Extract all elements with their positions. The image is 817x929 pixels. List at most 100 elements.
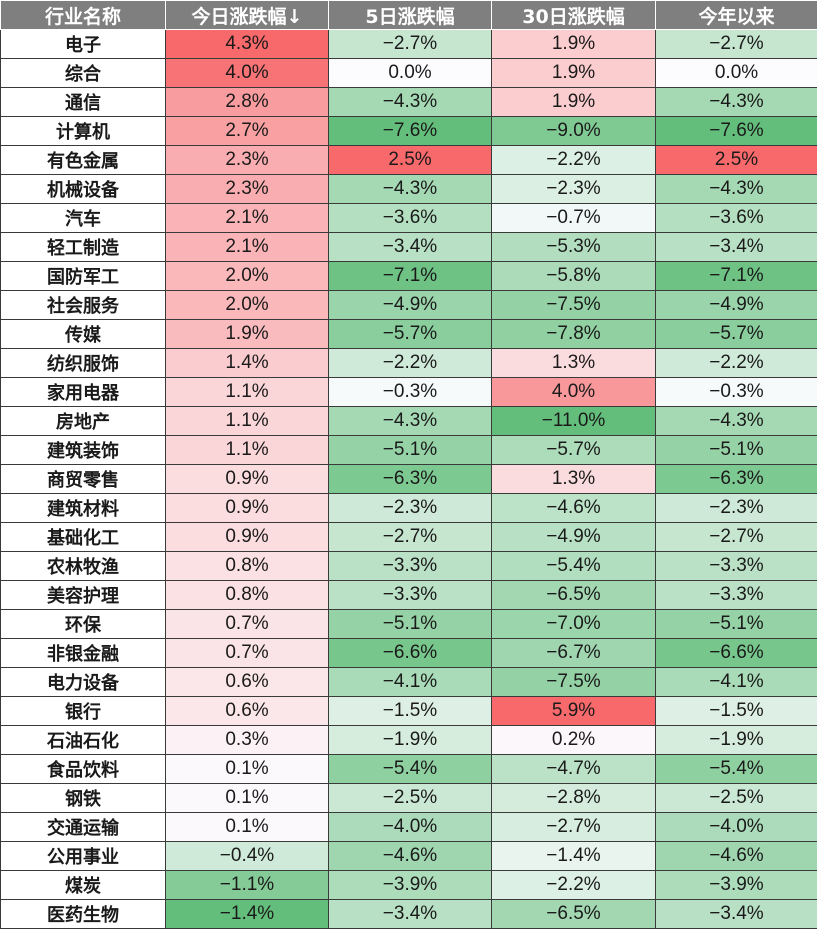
table-row[interactable]: 钢铁 0.1% −2.5% −2.8% −2.5% — [0, 783, 817, 813]
table-row[interactable]: 有色金属 2.3% 2.5% −2.2% 2.5% — [0, 145, 817, 175]
ytd-change-cell: −5.4% — [655, 754, 817, 784]
30d-change-cell: −7.5% — [491, 290, 656, 320]
5d-change-cell: −0.3% — [328, 377, 492, 407]
30d-change-cell: 4.0% — [491, 377, 656, 407]
5d-change-cell: −4.3% — [328, 174, 492, 204]
industry-name-cell: 石油石化 — [0, 725, 166, 755]
ytd-change-cell: −3.4% — [655, 899, 817, 929]
today-change-cell: 2.7% — [165, 116, 329, 146]
table-row[interactable]: 医药生物 −1.4% −3.4% −6.5% −3.4% — [0, 899, 817, 929]
5d-change-cell: −4.0% — [328, 812, 492, 842]
table-row[interactable]: 纺织服饰 1.4% −2.2% 1.3% −2.2% — [0, 348, 817, 378]
5d-change-cell: 2.5% — [328, 145, 492, 175]
30d-change-cell: −7.5% — [491, 667, 656, 697]
table-row[interactable]: 银行 0.6% −1.5% 5.9% −1.5% — [0, 696, 817, 726]
30d-change-cell: −1.4% — [491, 841, 656, 871]
industry-name-cell: 通信 — [0, 87, 166, 117]
table-row[interactable]: 美容护理 0.8% −3.3% −6.5% −3.3% — [0, 580, 817, 610]
today-change-cell: 2.0% — [165, 290, 329, 320]
industry-name-cell: 基础化工 — [0, 522, 166, 552]
today-change-cell: 0.9% — [165, 464, 329, 494]
today-change-cell: 0.7% — [165, 638, 329, 668]
header-5d-change[interactable]: 5日涨跌幅 — [328, 0, 492, 30]
table-row[interactable]: 计算机 2.7% −7.6% −9.0% −7.6% — [0, 116, 817, 146]
table-row[interactable]: 石油石化 0.3% −1.9% 0.2% −1.9% — [0, 725, 817, 755]
industry-name-cell: 医药生物 — [0, 899, 166, 929]
5d-change-cell: −5.7% — [328, 319, 492, 349]
5d-change-cell: −5.1% — [328, 609, 492, 639]
table-row[interactable]: 国防军工 2.0% −7.1% −5.8% −7.1% — [0, 261, 817, 291]
table-row[interactable]: 家用电器 1.1% −0.3% 4.0% −0.3% — [0, 377, 817, 407]
today-change-cell: 2.1% — [165, 203, 329, 233]
table-row[interactable]: 社会服务 2.0% −4.9% −7.5% −4.9% — [0, 290, 817, 320]
table-row[interactable]: 煤炭 −1.1% −3.9% −2.2% −3.9% — [0, 870, 817, 900]
30d-change-cell: −2.7% — [491, 812, 656, 842]
table-row[interactable]: 传媒 1.9% −5.7% −7.8% −5.7% — [0, 319, 817, 349]
table-row[interactable]: 农林牧渔 0.8% −3.3% −5.4% −3.3% — [0, 551, 817, 581]
ytd-change-cell: −5.1% — [655, 435, 817, 465]
30d-change-cell: −4.6% — [491, 493, 656, 523]
30d-change-cell: −11.0% — [491, 406, 656, 436]
industry-name-cell: 机械设备 — [0, 174, 166, 204]
table-row[interactable]: 基础化工 0.9% −2.7% −4.9% −2.7% — [0, 522, 817, 552]
today-change-cell: 2.1% — [165, 232, 329, 262]
industry-name-cell: 煤炭 — [0, 870, 166, 900]
industry-name-cell: 轻工制造 — [0, 232, 166, 262]
today-change-cell: 0.8% — [165, 580, 329, 610]
industry-name-cell: 农林牧渔 — [0, 551, 166, 581]
header-ytd-change[interactable]: 今年以来 — [655, 0, 817, 30]
industry-name-cell: 计算机 — [0, 116, 166, 146]
ytd-change-cell: −2.5% — [655, 783, 817, 813]
today-change-cell: 0.8% — [165, 551, 329, 581]
30d-change-cell: −2.2% — [491, 870, 656, 900]
30d-change-cell: −4.9% — [491, 522, 656, 552]
table-row[interactable]: 建筑装饰 1.1% −5.1% −5.7% −5.1% — [0, 435, 817, 465]
today-change-cell: 0.9% — [165, 522, 329, 552]
table-body: 电子 4.3% −2.7% 1.9% −2.7% 综合 4.0% 0.0% 1.9% 0.0% 通信… — [0, 29, 817, 929]
30d-change-cell: −5.3% — [491, 232, 656, 262]
30d-change-cell: −6.5% — [491, 899, 656, 929]
ytd-change-cell: 2.5% — [655, 145, 817, 175]
today-change-cell: −1.4% — [165, 899, 329, 929]
table-row[interactable]: 房地产 1.1% −4.3% −11.0% −4.3% — [0, 406, 817, 436]
industry-name-cell: 传媒 — [0, 319, 166, 349]
table-row[interactable]: 环保 0.7% −5.1% −7.0% −5.1% — [0, 609, 817, 639]
ytd-change-cell: −6.3% — [655, 464, 817, 494]
table-row[interactable]: 通信 2.8% −4.3% 1.9% −4.3% — [0, 87, 817, 117]
today-change-cell: 1.9% — [165, 319, 329, 349]
industry-name-cell: 建筑装饰 — [0, 435, 166, 465]
30d-change-cell: 1.3% — [491, 348, 656, 378]
today-change-cell: 4.0% — [165, 58, 329, 88]
30d-change-cell: −2.3% — [491, 174, 656, 204]
industry-name-cell: 家用电器 — [0, 377, 166, 407]
ytd-change-cell: −4.3% — [655, 87, 817, 117]
5d-change-cell: −2.7% — [328, 29, 492, 59]
table-row[interactable]: 食品饮料 0.1% −5.4% −4.7% −5.4% — [0, 754, 817, 784]
table-row[interactable]: 交通运输 0.1% −4.0% −2.7% −4.0% — [0, 812, 817, 842]
table-row[interactable]: 机械设备 2.3% −4.3% −2.3% −4.3% — [0, 174, 817, 204]
5d-change-cell: −3.3% — [328, 551, 492, 581]
industry-name-cell: 食品饮料 — [0, 754, 166, 784]
5d-change-cell: −3.4% — [328, 232, 492, 262]
30d-change-cell: −5.7% — [491, 435, 656, 465]
table-row[interactable]: 电子 4.3% −2.7% 1.9% −2.7% — [0, 29, 817, 59]
industry-name-cell: 钢铁 — [0, 783, 166, 813]
today-change-cell: 4.3% — [165, 29, 329, 59]
table-row[interactable]: 综合 4.0% 0.0% 1.9% 0.0% — [0, 58, 817, 88]
header-30d-change[interactable]: 30日涨跌幅 — [491, 0, 656, 30]
table-row[interactable]: 轻工制造 2.1% −3.4% −5.3% −3.4% — [0, 232, 817, 262]
header-today-change[interactable]: 今日涨跌幅↓ — [165, 0, 329, 30]
table-row[interactable]: 建筑材料 0.9% −2.3% −4.6% −2.3% — [0, 493, 817, 523]
today-change-cell: 0.1% — [165, 754, 329, 784]
table-row[interactable]: 汽车 2.1% −3.6% −0.7% −3.6% — [0, 203, 817, 233]
table-row[interactable]: 公用事业 −0.4% −4.6% −1.4% −4.6% — [0, 841, 817, 871]
industry-name-cell: 房地产 — [0, 406, 166, 436]
header-industry-name[interactable]: 行业名称 — [0, 0, 166, 30]
table-row[interactable]: 商贸零售 0.9% −6.3% 1.3% −6.3% — [0, 464, 817, 494]
ytd-change-cell: −6.6% — [655, 638, 817, 668]
ytd-change-cell: −1.9% — [655, 725, 817, 755]
table-row[interactable]: 电力设备 0.6% −4.1% −7.5% −4.1% — [0, 667, 817, 697]
5d-change-cell: −1.9% — [328, 725, 492, 755]
industry-name-cell: 综合 — [0, 58, 166, 88]
table-row[interactable]: 非银金融 0.7% −6.6% −6.7% −6.6% — [0, 638, 817, 668]
